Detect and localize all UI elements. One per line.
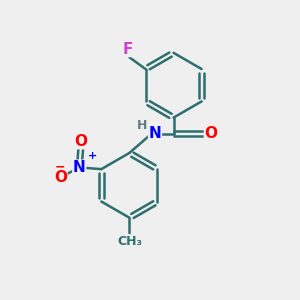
Text: O: O: [54, 170, 67, 185]
Text: H: H: [137, 119, 147, 132]
Text: CH₃: CH₃: [117, 235, 142, 248]
Text: +: +: [88, 152, 97, 161]
Text: O: O: [205, 126, 218, 141]
Text: −: −: [55, 160, 66, 174]
Text: F: F: [123, 41, 133, 56]
Text: O: O: [74, 134, 87, 149]
Text: N: N: [73, 160, 85, 175]
Text: N: N: [148, 126, 161, 141]
